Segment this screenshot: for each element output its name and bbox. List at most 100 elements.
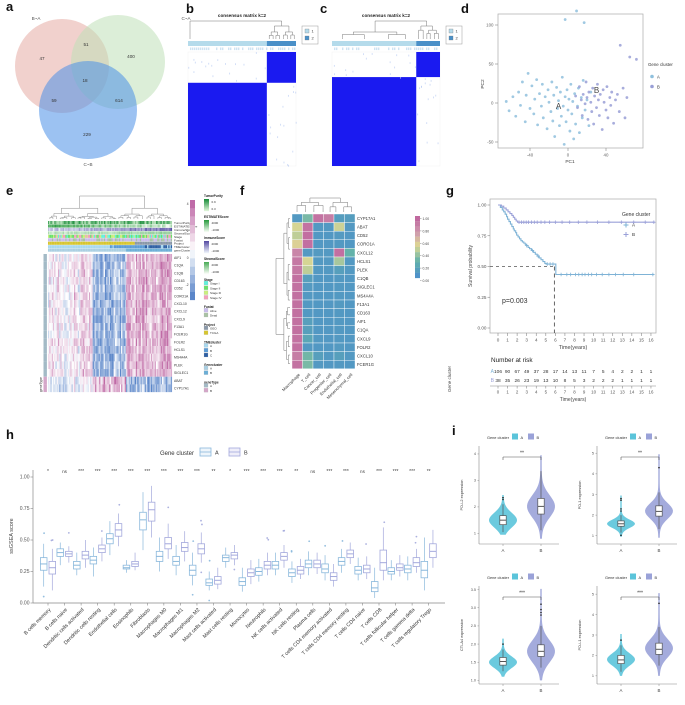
svg-text:2000: 2000 [212, 242, 219, 246]
svg-text:7: 7 [564, 338, 567, 343]
svg-text:12: 12 [610, 338, 616, 343]
svg-text:0: 0 [187, 256, 189, 260]
tme-heatmap: TumorPurityESTIMATEScoreImmuneScoreStrom… [39, 194, 229, 393]
svg-text:***: *** [519, 591, 525, 597]
svg-text:A: A [639, 435, 642, 440]
svg-text:ESTIMATEScore: ESTIMATEScore [204, 215, 229, 219]
svg-text:2: 2 [592, 378, 595, 384]
svg-text:***: *** [393, 469, 399, 475]
svg-text:13: 13 [543, 378, 549, 384]
svg-text:***: *** [144, 469, 150, 475]
svg-text:B: B [657, 85, 660, 90]
svg-text:0.50: 0.50 [20, 538, 30, 544]
svg-text:11: 11 [582, 369, 587, 375]
svg-text:1.5: 1.5 [471, 661, 476, 665]
svg-text:CYP17A1: CYP17A1 [357, 216, 376, 221]
svg-text:2: 2 [592, 513, 594, 517]
svg-text:MS4A4A: MS4A4A [357, 293, 374, 298]
svg-text:7: 7 [564, 390, 567, 395]
svg-text:49: 49 [524, 369, 530, 375]
svg-text:A: A [632, 223, 636, 228]
svg-text:1: 1 [631, 378, 634, 384]
svg-text:4000: 4000 [212, 221, 219, 225]
svg-text:A: A [502, 548, 505, 553]
svg-text:PC1: PC1 [565, 159, 575, 165]
svg-text:T_cell: T_cell [300, 372, 311, 383]
panel-e-label: e [6, 183, 14, 198]
svg-text:CXCL12: CXCL12 [357, 250, 373, 255]
svg-text:1.00: 1.00 [20, 475, 30, 481]
svg-text:13: 13 [620, 390, 625, 395]
svg-text:Gene cluster: Gene cluster [447, 366, 452, 393]
svg-text:Macrophage: Macrophage [281, 372, 301, 392]
svg-text:0: 0 [497, 338, 500, 343]
svg-text:Stage I: Stage I [210, 282, 220, 286]
svg-text:StromalScore: StromalScore [204, 257, 225, 261]
svg-text:A: A [620, 548, 623, 553]
svg-text:***: *** [409, 469, 415, 475]
svg-text:***: *** [326, 469, 332, 475]
svg-text:4: 4 [592, 472, 594, 476]
svg-text:C~B: C~B [83, 162, 92, 167]
svg-text:4: 4 [611, 369, 614, 375]
svg-text:ABAT: ABAT [174, 379, 183, 383]
svg-text:1.0: 1.0 [471, 679, 476, 683]
svg-text:Stage: Stage [204, 278, 213, 282]
svg-text:15: 15 [639, 338, 645, 343]
svg-text:Gene cluster: Gene cluster [487, 435, 510, 440]
svg-text:***: *** [95, 469, 101, 475]
svg-text:ImmuneScore: ImmuneScore [204, 236, 225, 240]
svg-text:**: ** [520, 451, 524, 457]
svg-text:1: 1 [474, 532, 476, 536]
svg-text:Stage III: Stage III [210, 291, 221, 295]
panel-i-label: i [452, 423, 456, 438]
svg-text:40: 40 [604, 153, 609, 158]
svg-text:6: 6 [554, 338, 557, 343]
svg-text:-1000: -1000 [212, 270, 220, 274]
svg-text:3.5: 3.5 [471, 588, 476, 592]
svg-text:8: 8 [564, 378, 567, 384]
svg-text:0.00: 0.00 [20, 601, 30, 607]
svg-text:9: 9 [583, 390, 586, 395]
svg-text:67: 67 [514, 369, 520, 375]
svg-text:ESTIMATEScore: ESTIMATEScore [174, 224, 198, 228]
svg-text:B: B [491, 378, 495, 384]
svg-text:Fustat: Fustat [174, 238, 183, 242]
svg-text:PLEK: PLEK [174, 363, 183, 367]
svg-text:PLEK: PLEK [357, 268, 368, 273]
svg-text:B~A: B~A [32, 16, 42, 21]
svg-text:CXCL10: CXCL10 [357, 354, 373, 359]
svg-text:B: B [540, 548, 543, 553]
panel-h-label: h [6, 427, 14, 442]
svg-text:Dead: Dead [210, 314, 218, 318]
svg-text:8: 8 [573, 338, 576, 343]
svg-text:-1000: -1000 [212, 228, 220, 232]
svg-text:37: 37 [534, 369, 540, 375]
svg-text:CYP17A1: CYP17A1 [174, 386, 189, 390]
svg-text:A: A [210, 384, 212, 388]
svg-text:2: 2 [602, 378, 605, 384]
svg-text:17: 17 [553, 369, 559, 375]
svg-text:106: 106 [494, 369, 502, 375]
svg-text:HCLS1: HCLS1 [174, 348, 185, 352]
svg-text:Gene cluster: Gene cluster [487, 575, 510, 580]
svg-text:CD163: CD163 [357, 311, 371, 316]
svg-text:A: A [210, 344, 212, 348]
svg-text:A: A [502, 688, 505, 693]
svg-text:**: ** [212, 469, 216, 475]
svg-text:FOLR2: FOLR2 [174, 340, 185, 344]
svg-text:***: *** [260, 469, 266, 475]
svg-text:PD-1 expression: PD-1 expression [577, 481, 582, 510]
svg-text:23: 23 [524, 378, 530, 384]
svg-text:C~A: C~A [181, 16, 191, 21]
svg-text:1: 1 [621, 378, 624, 384]
svg-text:90: 90 [505, 369, 511, 375]
svg-text:CD163: CD163 [174, 279, 185, 283]
svg-text:A: A [215, 451, 219, 457]
svg-text:2.5: 2.5 [471, 624, 476, 628]
svg-text:ns: ns [360, 469, 366, 474]
svg-text:3: 3 [474, 479, 476, 483]
svg-text:2: 2 [592, 654, 594, 658]
svg-text:ns: ns [310, 469, 316, 474]
